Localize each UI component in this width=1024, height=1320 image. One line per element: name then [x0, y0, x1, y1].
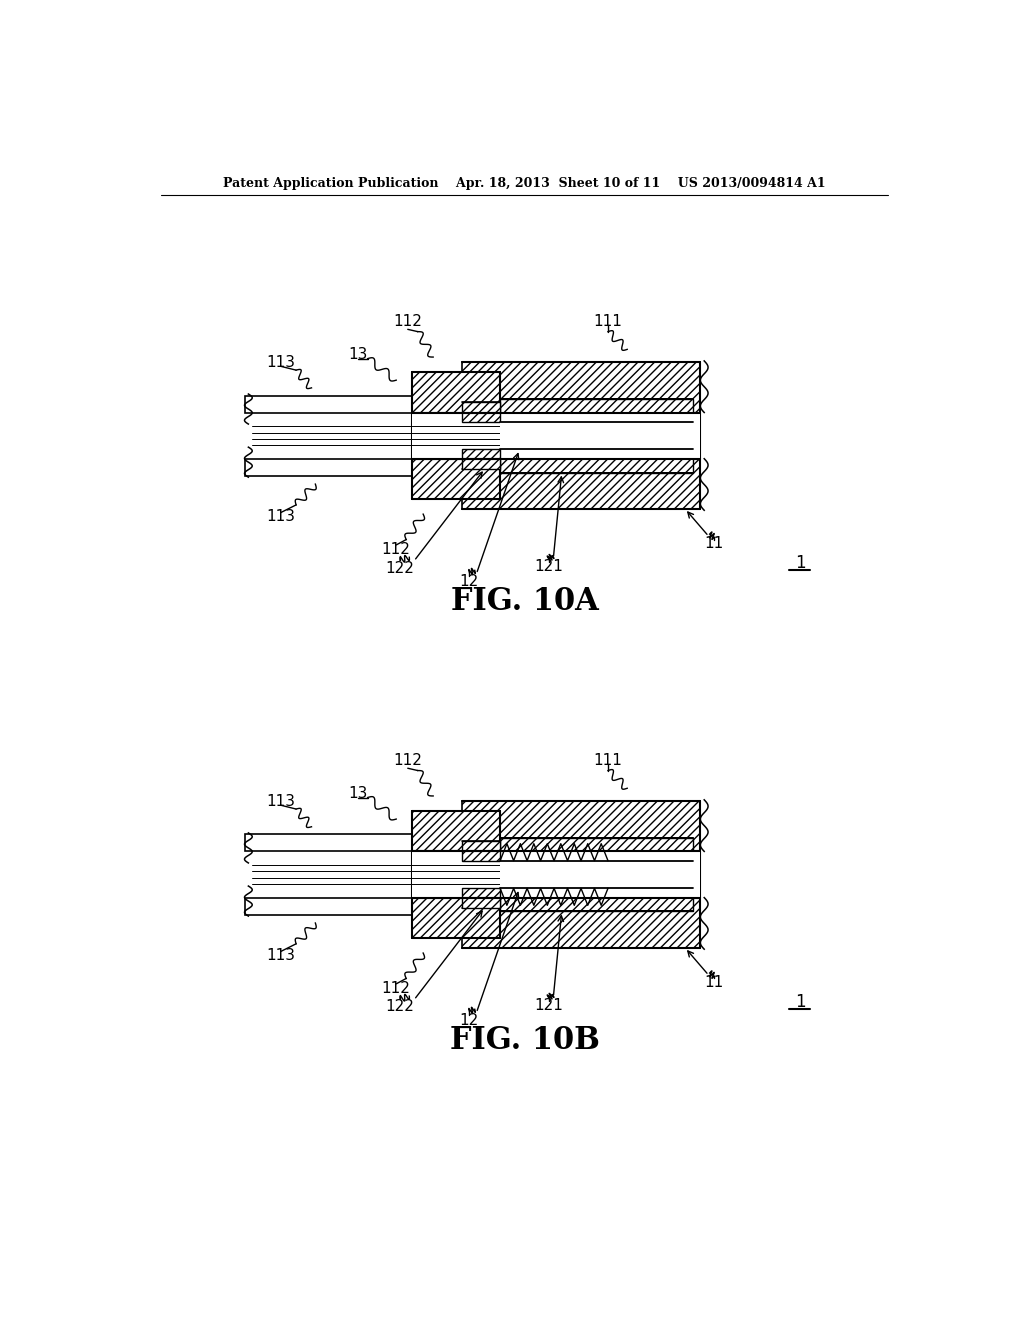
Bar — [500, 399, 692, 422]
Text: 122: 122 — [386, 561, 415, 576]
Text: 1: 1 — [796, 553, 806, 572]
Bar — [412, 372, 500, 412]
Bar — [462, 449, 500, 469]
Bar — [462, 422, 500, 449]
Text: 122: 122 — [386, 999, 415, 1015]
Bar — [500, 450, 692, 473]
Bar — [412, 851, 500, 898]
Text: 11: 11 — [705, 536, 724, 550]
Text: 111: 111 — [594, 314, 623, 329]
Text: 112: 112 — [393, 752, 422, 768]
Text: 113: 113 — [266, 793, 295, 809]
Bar — [245, 834, 412, 851]
Bar — [245, 396, 412, 412]
Bar — [412, 851, 500, 898]
Text: 112: 112 — [382, 981, 411, 997]
Text: 121: 121 — [535, 558, 563, 574]
Bar — [462, 422, 500, 449]
Bar — [462, 861, 500, 888]
Text: 112: 112 — [382, 543, 411, 557]
Text: 113: 113 — [266, 510, 295, 524]
Bar — [462, 888, 500, 908]
Text: 1: 1 — [796, 993, 806, 1011]
Text: FIG. 10A: FIG. 10A — [451, 586, 599, 616]
Bar — [462, 841, 500, 861]
Text: 11: 11 — [705, 974, 724, 990]
Bar — [412, 412, 500, 459]
Text: 12: 12 — [460, 1014, 479, 1028]
Bar — [462, 861, 500, 888]
Text: 111: 111 — [594, 752, 623, 768]
Bar — [412, 812, 500, 851]
Text: 112: 112 — [393, 314, 422, 329]
Text: 12: 12 — [460, 574, 479, 590]
Text: 121: 121 — [535, 998, 563, 1012]
Bar — [245, 898, 412, 915]
Text: 13: 13 — [348, 787, 368, 801]
Text: 113: 113 — [266, 948, 295, 962]
Bar — [412, 459, 500, 499]
Bar — [500, 888, 692, 911]
Bar — [500, 422, 692, 449]
Bar — [462, 898, 700, 948]
Bar — [462, 403, 500, 422]
Bar — [245, 459, 412, 475]
Bar — [500, 838, 692, 861]
Text: 113: 113 — [266, 355, 295, 370]
Text: Patent Application Publication    Apr. 18, 2013  Sheet 10 of 11    US 2013/00948: Patent Application Publication Apr. 18, … — [223, 177, 826, 190]
Text: 13: 13 — [348, 347, 368, 362]
Bar — [412, 898, 500, 937]
Bar — [462, 363, 700, 412]
Text: FIG. 10B: FIG. 10B — [450, 1024, 600, 1056]
Bar — [462, 412, 700, 459]
Bar — [462, 412, 700, 459]
Bar — [412, 412, 500, 459]
Bar — [500, 861, 692, 888]
Bar — [500, 861, 692, 888]
Bar — [462, 459, 700, 508]
Bar — [462, 801, 700, 851]
Bar — [462, 851, 700, 898]
Bar — [462, 851, 700, 898]
Bar — [500, 422, 692, 449]
